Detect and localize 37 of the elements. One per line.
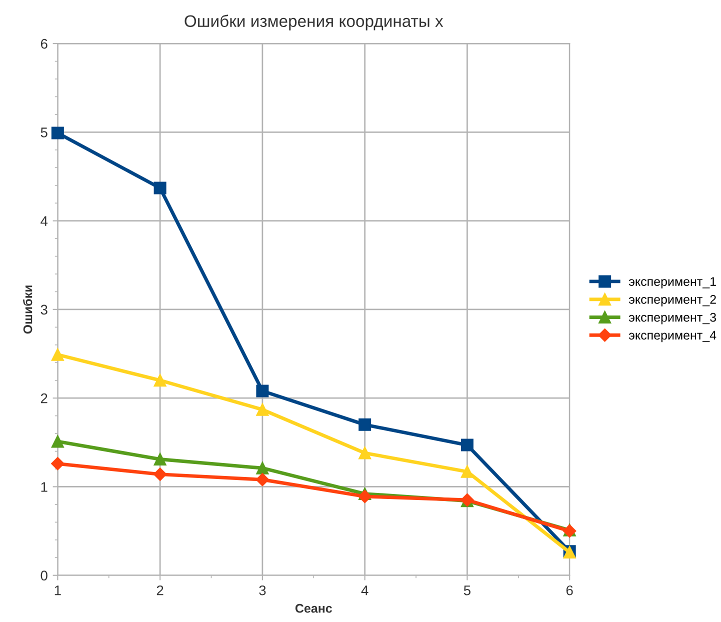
point xyxy=(256,384,269,398)
y-tick-label: 2 xyxy=(40,393,48,404)
point xyxy=(153,468,167,481)
x-tick-label: 6 xyxy=(566,585,573,596)
legend-label: эксперимент_3 xyxy=(628,312,716,324)
y-tick-label: 6 xyxy=(40,38,48,49)
point xyxy=(256,462,269,474)
x-axis-title: Сеанс xyxy=(295,604,332,613)
y-tick-label: 4 xyxy=(40,216,48,226)
point xyxy=(358,418,372,431)
point xyxy=(460,465,474,478)
point xyxy=(358,446,372,460)
x-tick-label: 3 xyxy=(259,585,266,596)
point xyxy=(460,438,474,452)
y-tick-label: 5 xyxy=(40,128,48,138)
y-tick-label: 1 xyxy=(41,482,48,492)
chart-title: Ошибки измерения координаты x xyxy=(184,14,444,30)
point xyxy=(51,435,64,448)
point xyxy=(51,348,64,361)
x-tick-label: 2 xyxy=(156,585,164,596)
point xyxy=(51,457,64,470)
point xyxy=(256,403,269,416)
point xyxy=(51,126,64,140)
point xyxy=(154,182,166,194)
point xyxy=(358,490,372,504)
legend-label: эксперимент_2 xyxy=(628,295,716,306)
legend-label: эксперимент_4 xyxy=(628,330,716,342)
point xyxy=(154,374,166,387)
y-axis-title: Ошибки xyxy=(22,286,32,334)
point xyxy=(154,452,166,466)
x-tick-label: 4 xyxy=(361,586,368,596)
point xyxy=(256,473,270,486)
y-tick-label: 0 xyxy=(40,570,48,581)
legend-label: эксперимент_1 xyxy=(628,277,716,288)
x-tick-label: 5 xyxy=(464,586,470,596)
x-tick-label: 1 xyxy=(54,586,61,596)
y-tick-label: 3 xyxy=(40,304,48,315)
